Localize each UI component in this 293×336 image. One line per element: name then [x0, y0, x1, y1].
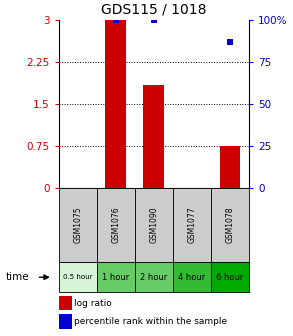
- Text: 1 hour: 1 hour: [102, 273, 130, 282]
- Bar: [173, 188, 211, 262]
- Bar: [105, 20, 126, 188]
- Bar: [59, 314, 72, 329]
- Bar: [211, 262, 249, 292]
- Title: GDS115 / 1018: GDS115 / 1018: [101, 2, 207, 16]
- Text: GSM1078: GSM1078: [226, 207, 234, 243]
- Text: log ratio: log ratio: [74, 299, 112, 308]
- Text: percentile rank within the sample: percentile rank within the sample: [74, 317, 227, 326]
- Bar: [211, 188, 249, 262]
- Bar: [59, 188, 97, 262]
- Bar: [135, 188, 173, 262]
- Bar: [59, 262, 97, 292]
- Bar: [97, 188, 135, 262]
- Text: GSM1075: GSM1075: [73, 207, 82, 244]
- Text: GSM1076: GSM1076: [111, 207, 120, 244]
- Text: 0.5 hour: 0.5 hour: [63, 274, 92, 280]
- Bar: [219, 146, 241, 188]
- Bar: [97, 262, 135, 292]
- Bar: [59, 296, 72, 310]
- Text: 2 hour: 2 hour: [140, 273, 168, 282]
- Text: GSM1090: GSM1090: [149, 207, 158, 244]
- Bar: [135, 262, 173, 292]
- Bar: [173, 262, 211, 292]
- Text: GSM1077: GSM1077: [188, 207, 196, 244]
- Text: time: time: [6, 272, 30, 282]
- Bar: [143, 85, 164, 188]
- Text: 6 hour: 6 hour: [216, 273, 244, 282]
- Text: 4 hour: 4 hour: [178, 273, 206, 282]
